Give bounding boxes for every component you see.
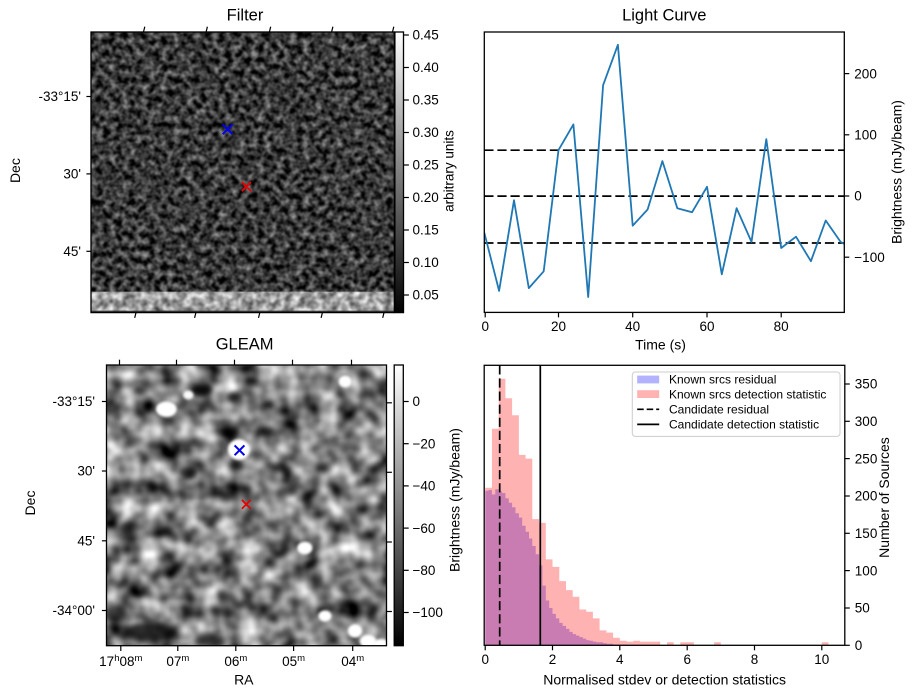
- svg-text:200: 200: [855, 489, 878, 504]
- svg-text:−80: −80: [413, 563, 436, 578]
- svg-text:0: 0: [413, 394, 421, 409]
- svg-text:Candidate residual: Candidate residual: [669, 403, 769, 417]
- svg-text:40: 40: [625, 319, 640, 334]
- svg-text:0.15: 0.15: [413, 223, 439, 238]
- svg-text:-34°00': -34°00': [52, 603, 95, 618]
- svg-text:Light Curve: Light Curve: [622, 7, 706, 25]
- svg-text:50: 50: [855, 601, 870, 616]
- svg-text:Candidate detection statistic: Candidate detection statistic: [669, 418, 819, 432]
- svg-text:Brightness (mJy/beam): Brightness (mJy/beam): [889, 100, 905, 244]
- svg-text:Dec: Dec: [7, 158, 23, 183]
- svg-text:4: 4: [616, 652, 624, 667]
- svg-text:07m: 07m: [166, 653, 189, 669]
- svg-text:45': 45': [63, 244, 81, 259]
- svg-text:GLEAM: GLEAM: [216, 336, 274, 354]
- svg-text:8: 8: [751, 652, 759, 667]
- svg-text:0: 0: [855, 638, 863, 653]
- svg-text:0.45: 0.45: [413, 28, 439, 43]
- svg-text:Filter: Filter: [227, 7, 264, 25]
- svg-text:−100: −100: [413, 605, 443, 620]
- svg-text:0: 0: [481, 319, 489, 334]
- svg-text:6: 6: [683, 652, 691, 667]
- svg-text:20: 20: [551, 319, 566, 334]
- svg-text:0.05: 0.05: [413, 288, 439, 303]
- svg-text:−100: −100: [854, 250, 884, 265]
- svg-text:0.10: 0.10: [413, 255, 439, 270]
- svg-text:250: 250: [855, 451, 878, 466]
- svg-text:80: 80: [774, 319, 789, 334]
- svg-text:Known srcs residual: Known srcs residual: [669, 373, 776, 387]
- svg-text:Number of Sources: Number of Sources: [876, 437, 892, 558]
- svg-text:−40: −40: [413, 479, 436, 494]
- svg-text:200: 200: [854, 66, 877, 81]
- svg-text:300: 300: [855, 414, 878, 429]
- svg-text:−20: −20: [413, 436, 436, 451]
- svg-text:100: 100: [855, 563, 878, 578]
- svg-text:04m: 04m: [341, 653, 364, 669]
- svg-text:05m: 05m: [282, 653, 305, 669]
- svg-text:30': 30': [77, 464, 95, 479]
- svg-text:45': 45': [77, 534, 95, 549]
- svg-text:0.30: 0.30: [413, 125, 439, 140]
- svg-text:17h08m: 17h08m: [99, 653, 142, 669]
- svg-text:-33°15': -33°15': [38, 89, 81, 104]
- svg-text:Normalised stdev or detection: Normalised stdev or detection statistics: [543, 672, 786, 688]
- svg-text:0.25: 0.25: [413, 158, 439, 173]
- svg-text:100: 100: [854, 128, 877, 143]
- svg-text:Dec: Dec: [22, 491, 38, 516]
- svg-text:Brightness (mJy/beam): Brightness (mJy/beam): [447, 428, 463, 572]
- svg-text:-33°15': -33°15': [52, 394, 95, 409]
- svg-text:0.40: 0.40: [413, 60, 439, 75]
- svg-text:60: 60: [699, 319, 714, 334]
- svg-text:06m: 06m: [224, 653, 247, 669]
- svg-text:arbitrary units: arbitrary units: [442, 130, 457, 212]
- svg-text:Known srcs detection statistic: Known srcs detection statistic: [669, 388, 826, 402]
- svg-text:0: 0: [481, 652, 489, 667]
- svg-text:2: 2: [549, 652, 557, 667]
- svg-text:Time (s): Time (s): [635, 337, 686, 353]
- svg-text:150: 150: [855, 526, 878, 541]
- svg-text:−60: −60: [413, 521, 436, 536]
- svg-text:0.20: 0.20: [413, 190, 439, 205]
- svg-text:350: 350: [855, 377, 878, 392]
- svg-text:RA: RA: [234, 672, 254, 688]
- svg-text:10: 10: [814, 652, 829, 667]
- svg-text:0: 0: [854, 189, 862, 204]
- svg-text:30': 30': [63, 167, 81, 182]
- svg-text:0.35: 0.35: [413, 93, 439, 108]
